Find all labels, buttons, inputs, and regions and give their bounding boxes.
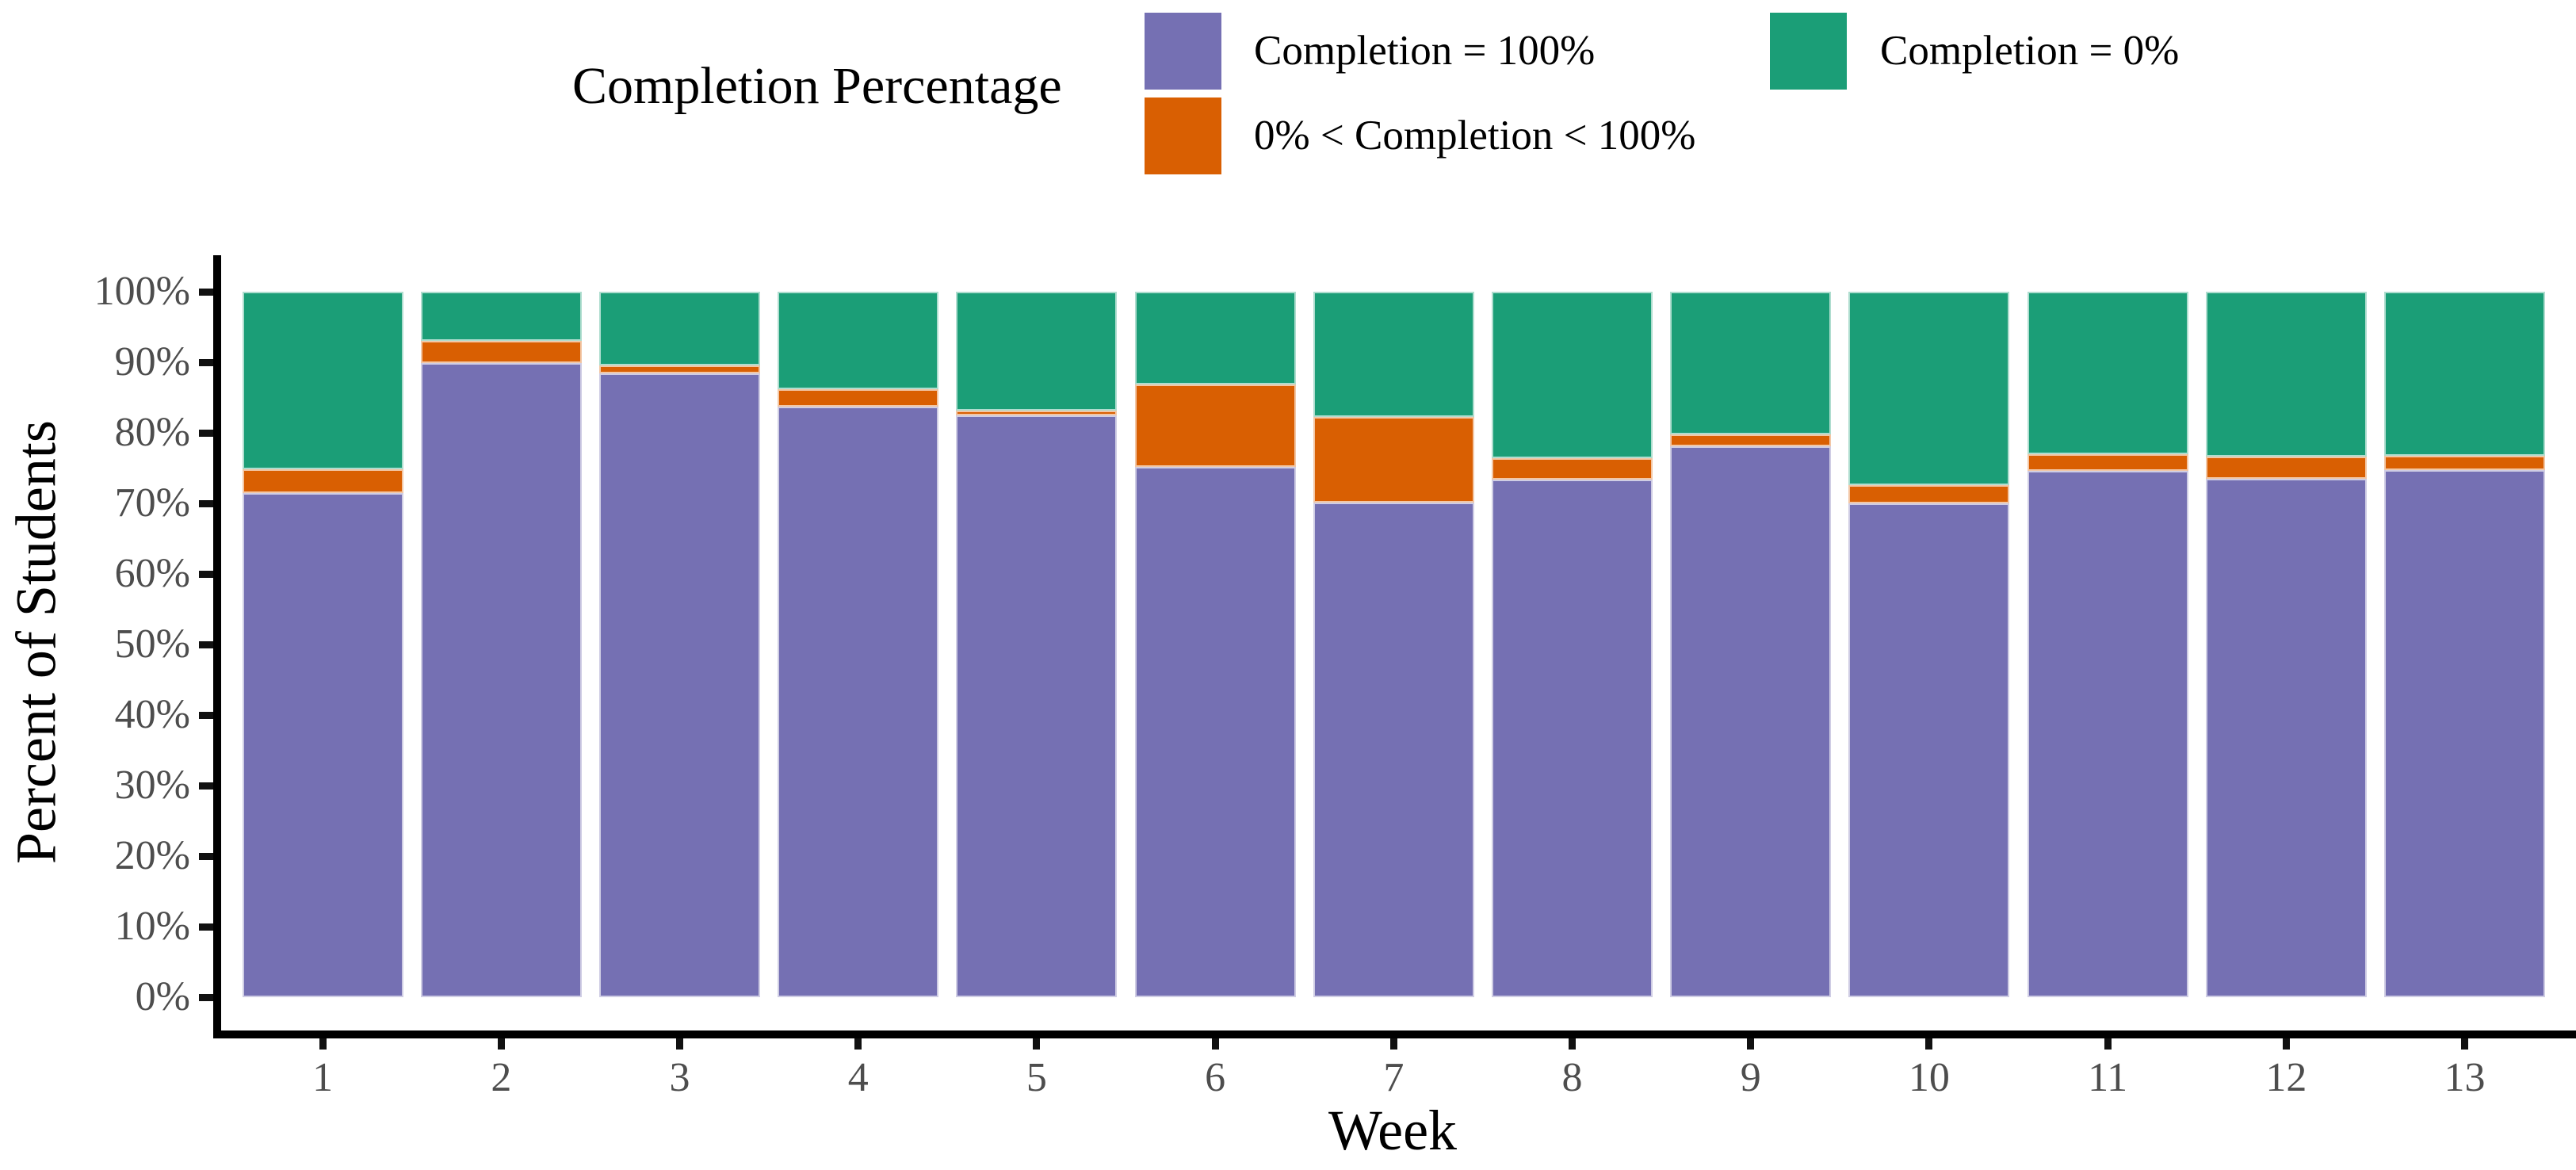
bar-week-5-completion-0 — [956, 292, 1118, 411]
bar-week-7-completion-partial — [1313, 417, 1474, 503]
y-tick-80% — [199, 429, 213, 437]
bar-week-4-completion-100 — [778, 407, 939, 997]
x-tick-week-4 — [854, 1038, 862, 1050]
bar-week-5-completion-partial — [956, 410, 1118, 415]
y-tick-label-50%: 50% — [114, 621, 190, 667]
y-tick-label-20%: 20% — [114, 833, 190, 878]
bar-week-13-completion-100 — [2384, 470, 2546, 997]
bar-week-6-completion-0 — [1134, 292, 1296, 384]
bar-week-1-completion-100 — [242, 492, 403, 997]
legend-label-completion-partial: 0% < Completion < 100% — [1254, 113, 1696, 159]
x-tick-label-week-5: 5 — [1026, 1055, 1047, 1100]
y-tick-50% — [199, 640, 213, 648]
bar-week-10-completion-0 — [1848, 292, 2010, 485]
x-tick-label-week-12: 12 — [2265, 1055, 2307, 1100]
legend-title: Completion Percentage — [572, 57, 1062, 115]
bar-week-4-completion-partial — [778, 388, 939, 407]
bar-week-13-completion-partial — [2384, 456, 2546, 471]
x-tick-week-9 — [1747, 1038, 1755, 1050]
x-tick-label-week-1: 1 — [312, 1055, 334, 1100]
bar-week-3-completion-0 — [599, 292, 761, 365]
y-tick-label-10%: 10% — [114, 904, 190, 949]
y-tick-10% — [199, 923, 213, 931]
y-tick-label-90%: 90% — [114, 339, 190, 384]
bar-week-7-completion-0 — [1313, 292, 1474, 418]
legend-swatch-completion-100-icon — [1145, 13, 1221, 90]
bar-week-8-completion-0 — [1492, 292, 1653, 459]
bar-week-8-completion-partial — [1492, 458, 1653, 480]
bar-week-10-completion-partial — [1848, 484, 2010, 503]
bar-week-1-completion-partial — [242, 469, 403, 493]
x-tick-label-week-11: 11 — [2088, 1055, 2128, 1100]
y-tick-30% — [199, 782, 213, 790]
x-tick-week-1 — [319, 1038, 327, 1050]
x-tick-week-11 — [2104, 1038, 2112, 1050]
y-tick-label-80%: 80% — [114, 410, 190, 455]
legend-label-completion-0: Completion = 0% — [1880, 28, 2180, 74]
x-tick-week-12 — [2282, 1038, 2290, 1050]
bar-week-11-completion-0 — [2027, 292, 2188, 454]
x-tick-week-5 — [1033, 1038, 1041, 1050]
x-tick-week-2 — [497, 1038, 505, 1050]
bar-week-8-completion-100 — [1492, 479, 1653, 997]
y-tick-label-0%: 0% — [135, 974, 190, 1019]
legend-swatch-completion-partial-icon — [1145, 98, 1221, 174]
y-tick-100% — [199, 288, 213, 296]
bar-week-12-completion-100 — [2205, 478, 2367, 997]
bar-week-3-completion-100 — [599, 373, 761, 997]
bar-week-11-completion-partial — [2027, 453, 2188, 472]
bar-week-9-completion-0 — [1670, 292, 1832, 434]
legend-swatch-completion-0-icon — [1770, 13, 1847, 90]
bar-week-4-completion-0 — [778, 292, 939, 389]
bar-week-9-completion-partial — [1670, 434, 1832, 446]
bar-week-12-completion-0 — [2205, 292, 2367, 457]
bar-week-2-completion-partial — [420, 341, 582, 363]
x-tick-label-week-10: 10 — [1908, 1055, 1950, 1100]
y-axis-line — [213, 255, 221, 1038]
x-tick-week-3 — [676, 1038, 684, 1050]
x-tick-week-6 — [1211, 1038, 1219, 1050]
y-tick-70% — [199, 499, 213, 507]
bar-week-12-completion-partial — [2205, 457, 2367, 479]
y-tick-0% — [199, 993, 213, 1001]
x-tick-week-7 — [1389, 1038, 1397, 1050]
x-tick-week-13 — [2461, 1038, 2469, 1050]
bar-week-9-completion-100 — [1670, 445, 1832, 997]
y-tick-40% — [199, 711, 213, 719]
bar-week-2-completion-100 — [420, 362, 582, 997]
x-tick-label-week-7: 7 — [1383, 1055, 1405, 1100]
x-tick-label-week-8: 8 — [1561, 1055, 1583, 1100]
y-tick-label-40%: 40% — [114, 692, 190, 737]
bar-week-10-completion-100 — [1848, 503, 2010, 997]
x-tick-week-8 — [1569, 1038, 1577, 1050]
x-tick-label-week-13: 13 — [2444, 1055, 2486, 1100]
bar-week-2-completion-0 — [420, 292, 582, 342]
x-tick-label-week-2: 2 — [491, 1055, 512, 1100]
y-tick-label-60%: 60% — [114, 551, 190, 596]
legend-label-completion-100: Completion = 100% — [1254, 28, 1596, 74]
y-tick-label-30%: 30% — [114, 763, 190, 808]
bar-week-3-completion-partial — [599, 365, 761, 374]
y-tick-20% — [199, 852, 213, 860]
x-tick-label-week-4: 4 — [847, 1055, 869, 1100]
x-tick-label-week-6: 6 — [1205, 1055, 1226, 1100]
x-tick-week-10 — [1925, 1038, 1933, 1050]
bar-week-1-completion-0 — [242, 292, 403, 470]
x-axis-title: Week — [1328, 1099, 1458, 1162]
bar-week-6-completion-100 — [1134, 466, 1296, 997]
x-tick-label-week-3: 3 — [669, 1055, 690, 1100]
bar-week-11-completion-100 — [2027, 471, 2188, 997]
y-tick-label-100%: 100% — [94, 269, 190, 314]
bar-week-13-completion-0 — [2384, 292, 2546, 457]
y-tick-60% — [199, 570, 213, 578]
bar-week-7-completion-100 — [1313, 503, 1474, 997]
x-tick-label-week-9: 9 — [1740, 1055, 1761, 1100]
x-axis-line — [213, 1030, 2576, 1038]
y-tick-90% — [199, 358, 213, 366]
bar-week-6-completion-partial — [1134, 384, 1296, 467]
y-tick-label-70%: 70% — [114, 480, 190, 526]
bar-week-5-completion-100 — [956, 415, 1118, 997]
